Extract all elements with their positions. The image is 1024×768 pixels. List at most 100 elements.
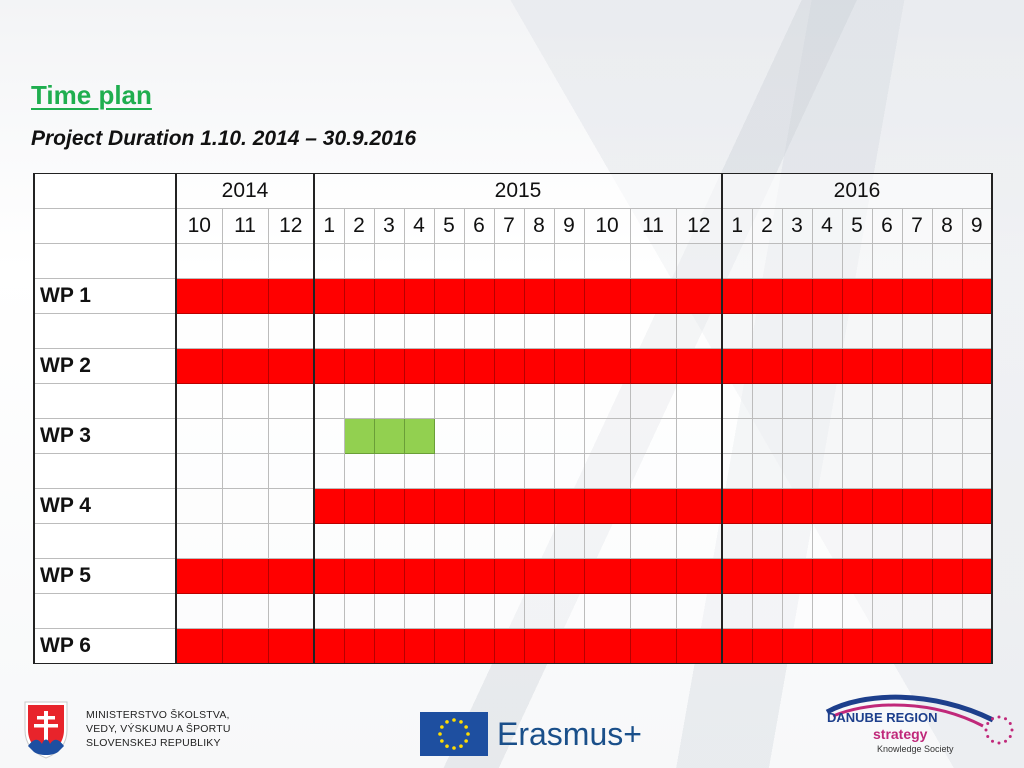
gantt-cell — [871, 313, 903, 349]
spacer-row — [33, 453, 993, 489]
gantt-bar-cell — [553, 348, 585, 384]
gantt-bar-cell — [267, 628, 315, 664]
gantt-bar-cell — [493, 558, 525, 594]
gantt-cell — [675, 243, 723, 279]
gantt-bar-cell — [373, 488, 405, 524]
gantt-cell — [781, 418, 813, 454]
gantt-bar-cell — [267, 558, 315, 594]
gantt-bar-cell — [811, 558, 843, 594]
gantt-cell — [553, 243, 585, 279]
month-header: 6 — [463, 208, 495, 244]
gantt-cell — [343, 383, 375, 419]
gantt-cell — [403, 453, 435, 489]
gantt-cell — [583, 523, 631, 559]
gantt-cell — [403, 383, 435, 419]
gantt-cell — [675, 593, 723, 629]
gantt-bar-cell — [313, 628, 345, 664]
work-package-row: WP 3 — [33, 418, 993, 454]
gantt-cell — [841, 418, 873, 454]
gantt-cell — [433, 453, 465, 489]
gantt-bar-cell — [871, 488, 903, 524]
gantt-bar-cell — [523, 278, 555, 314]
gantt-bar-cell — [403, 558, 435, 594]
gantt-cell — [313, 313, 345, 349]
gantt-cell — [433, 593, 465, 629]
gantt-cell — [463, 383, 495, 419]
gantt-cell — [931, 313, 963, 349]
gantt-bar-cell — [871, 278, 903, 314]
project-duration-subtitle: Project Duration 1.10. 2014 – 30.9.2016 — [31, 127, 417, 150]
danube-star-icon — [991, 717, 994, 721]
gantt-bar-cell — [433, 488, 465, 524]
month-header: 9 — [553, 208, 585, 244]
gantt-cell — [751, 418, 783, 454]
gantt-cell — [553, 523, 585, 559]
gantt-cell — [175, 243, 223, 279]
gantt-cell — [901, 593, 933, 629]
gantt-bar-cell — [343, 558, 375, 594]
gantt-cell — [313, 453, 345, 489]
gantt-bar-cell — [811, 348, 843, 384]
eu-star-icon — [464, 739, 468, 743]
gantt-cell — [629, 418, 677, 454]
gantt-cell — [373, 523, 405, 559]
gantt-cell — [583, 383, 631, 419]
gantt-cell — [751, 593, 783, 629]
gantt-cell — [583, 418, 631, 454]
gantt-cell — [221, 488, 269, 524]
gantt-bar-cell — [629, 488, 677, 524]
eu-star-icon — [445, 720, 449, 724]
gantt-cell — [267, 453, 315, 489]
gantt-bar-cell — [313, 278, 345, 314]
danube-star-icon — [991, 739, 994, 743]
gantt-cell — [781, 593, 813, 629]
gantt-cell — [781, 313, 813, 349]
gantt-bar-cell — [961, 558, 993, 594]
month-header: 12 — [267, 208, 315, 244]
gantt-cell — [961, 593, 993, 629]
gantt-cell — [403, 593, 435, 629]
ministry-line-2: VEDY, VÝSKUMU A ŠPORTU — [86, 723, 231, 735]
gantt-cell — [523, 383, 555, 419]
gantt-bar-cell — [841, 278, 873, 314]
work-package-label: WP 5 — [33, 558, 177, 594]
gantt-cell — [931, 593, 963, 629]
gantt-bar-cell — [553, 488, 585, 524]
gantt-bar-cell — [871, 348, 903, 384]
gantt-cell — [463, 418, 495, 454]
gantt-cell — [871, 453, 903, 489]
year-header-2016: 2016 — [721, 173, 993, 209]
gantt-cell — [841, 383, 873, 419]
gantt-cell — [523, 593, 555, 629]
gantt-cell — [841, 313, 873, 349]
gantt-bar-cell — [961, 348, 993, 384]
gantt-bar-cell — [931, 628, 963, 664]
gantt-cell — [523, 313, 555, 349]
gantt-bar-cell — [721, 628, 753, 664]
gantt-cell — [931, 418, 963, 454]
gantt-cell — [961, 523, 993, 559]
gantt-bar-cell — [313, 558, 345, 594]
gantt-bar-cell — [343, 278, 375, 314]
gantt-cell — [175, 593, 223, 629]
gantt-cell — [221, 313, 269, 349]
danube-star-icon — [1010, 728, 1014, 732]
month-header: 4 — [403, 208, 435, 244]
eu-star-icon — [452, 746, 456, 750]
gantt-bar-cell — [221, 348, 269, 384]
gantt-bar-cell — [493, 488, 525, 524]
gantt-cell — [313, 243, 345, 279]
gantt-cell — [721, 313, 753, 349]
gantt-cell — [523, 243, 555, 279]
month-header: 9 — [961, 208, 993, 244]
gantt-bar-cell — [373, 418, 405, 454]
gantt-cell — [721, 453, 753, 489]
gantt-bar-cell — [583, 278, 631, 314]
gantt-cell — [931, 453, 963, 489]
gantt-cell — [523, 453, 555, 489]
gantt-bar-cell — [175, 628, 223, 664]
gantt-cell — [463, 593, 495, 629]
month-header: 11 — [629, 208, 677, 244]
gantt-cell — [751, 523, 783, 559]
gantt-bar-cell — [931, 278, 963, 314]
